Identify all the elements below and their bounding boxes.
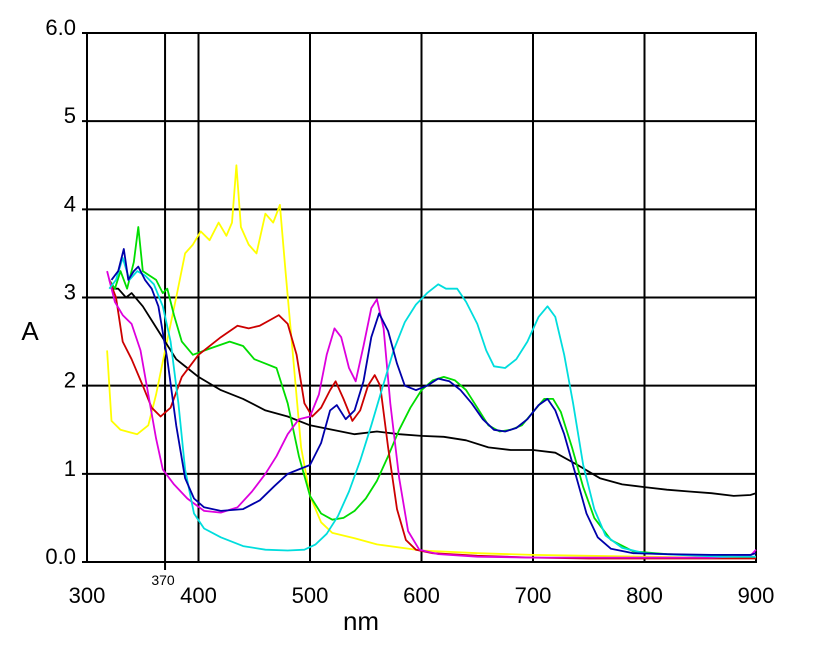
grid xyxy=(82,32,757,570)
x-tick-label-800: 800 xyxy=(626,583,663,608)
series-line-1 xyxy=(106,164,756,559)
y-tick-label-1: 1 xyxy=(64,456,76,481)
x-tick-label-370: 370 xyxy=(151,572,175,588)
x-tick-label-400: 400 xyxy=(180,583,217,608)
series-line-3 xyxy=(108,226,757,559)
y-tick-label-4: 4 xyxy=(64,191,76,216)
x-tick-label-600: 600 xyxy=(403,583,440,608)
x-axis-ticks: 300 400 500 600 700 800 900 xyxy=(69,583,775,608)
x-tick-label-700: 700 xyxy=(515,583,552,608)
y-tick-label-5: 5 xyxy=(64,103,76,128)
series-line-2 xyxy=(111,287,757,497)
x-tick-label-500: 500 xyxy=(292,583,329,608)
y-tick-label-2: 2 xyxy=(64,368,76,393)
series-layer xyxy=(106,164,757,560)
y-tick-label-3: 3 xyxy=(64,280,76,305)
y-tick-label-0.0: 0.0 xyxy=(45,544,76,569)
series-line-7 xyxy=(110,248,757,556)
series-line-5 xyxy=(106,270,757,559)
series-line-6 xyxy=(108,256,756,558)
y-tick-label-6.0: 6.0 xyxy=(45,15,76,40)
x-tick-label-300: 300 xyxy=(69,583,106,608)
y-axis-ticks: 0.0 1 2 3 4 5 6.0 xyxy=(45,15,76,569)
y-axis-label: A xyxy=(21,316,39,346)
x-axis-label: nm xyxy=(343,606,379,636)
series-line-4 xyxy=(108,279,756,560)
plot-frame xyxy=(86,32,757,563)
x-tick-label-900: 900 xyxy=(738,583,775,608)
